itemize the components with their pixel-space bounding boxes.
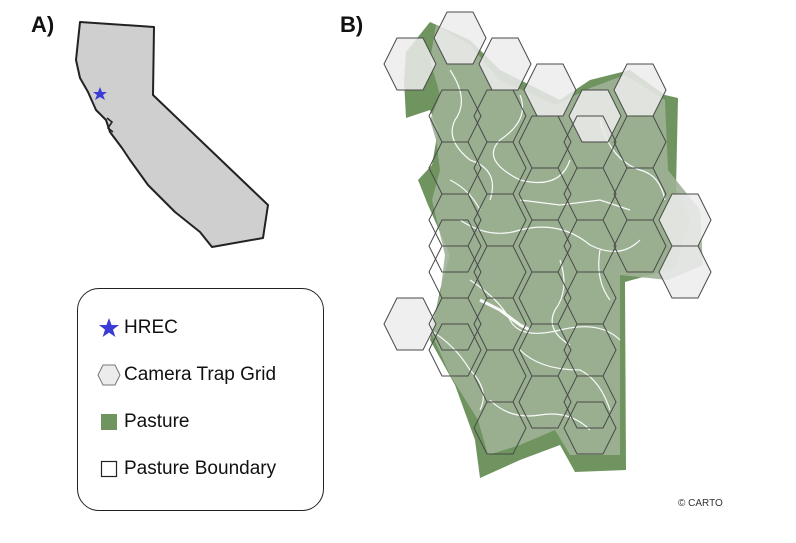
hrec-star-icon xyxy=(93,87,107,100)
legend-item-pasture: Pasture xyxy=(96,410,189,434)
camera-trap-hexagon xyxy=(563,375,617,429)
legend-label-pasture: Pasture xyxy=(124,411,190,432)
bay-inlet xyxy=(106,117,114,133)
star-icon xyxy=(96,316,122,340)
california-outline xyxy=(75,21,269,248)
camera-trap-hexagon xyxy=(383,37,437,91)
hexagon-icon xyxy=(96,363,122,387)
camera-trap-hexagon xyxy=(478,37,532,91)
square-outline-icon xyxy=(96,457,122,481)
camera-trap-hexagon xyxy=(428,323,482,377)
camera-trap-hexagon xyxy=(518,375,572,429)
camera-trap-grid xyxy=(383,11,712,455)
legend-label-camera-trap-grid: Camera Trap Grid xyxy=(124,364,277,385)
camera-trap-hexagon xyxy=(563,401,617,455)
square-fill-icon xyxy=(96,410,122,434)
camera-trap-hexagon xyxy=(473,401,527,455)
camera-trap-hexagon xyxy=(383,297,437,351)
legend-item-pasture-boundary: Pasture Boundary xyxy=(96,457,276,481)
camera-trap-hexagon xyxy=(428,297,482,351)
camera-trap-hexagon xyxy=(428,219,482,273)
legend-label-hrec: HREC xyxy=(124,317,178,338)
legend: HREC Camera Trap Grid Pasture Pasture Bo… xyxy=(77,288,324,511)
camera-trap-hexagon xyxy=(433,11,487,65)
legend-label-pasture-boundary: Pasture Boundary xyxy=(124,458,277,479)
legend-item-hrec: HREC xyxy=(96,316,178,340)
panel-a-label: A) xyxy=(31,12,55,37)
panel-b-label: B) xyxy=(340,12,364,37)
map-credit: © CARTO xyxy=(678,498,723,509)
camera-trap-hexagon xyxy=(523,63,577,117)
legend-item-camera-trap-grid: Camera Trap Grid xyxy=(96,363,276,387)
camera-trap-hexagon xyxy=(658,245,712,299)
camera-trap-hexagon xyxy=(613,219,667,273)
